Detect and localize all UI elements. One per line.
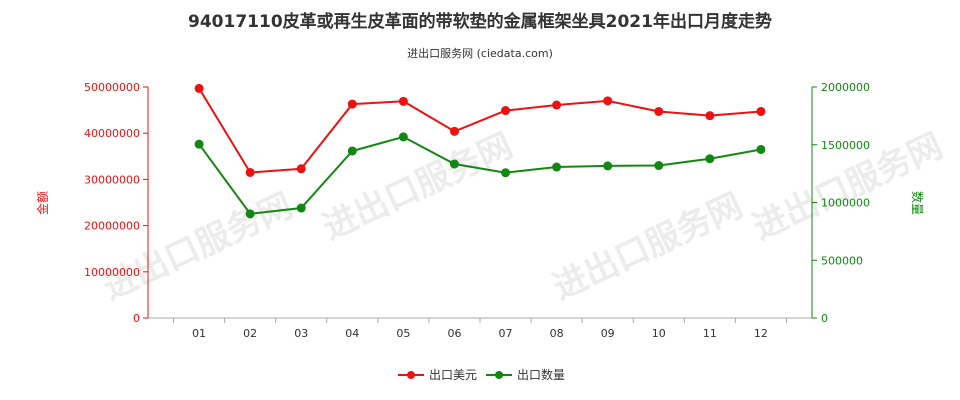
- data-point-quantity: [398, 132, 408, 142]
- x-tick-label: 03: [294, 327, 308, 340]
- data-point-quantity: [603, 161, 613, 171]
- data-point-amount: [603, 96, 613, 106]
- data-point-amount: [501, 106, 511, 116]
- y-tick-label-right: 500000: [821, 254, 863, 267]
- data-point-amount: [756, 106, 766, 116]
- data-point-amount: [347, 99, 357, 109]
- y-tick-label-left: 50000000: [84, 81, 140, 94]
- data-point-amount: [245, 167, 255, 177]
- y-tick-label-left: 0: [133, 312, 140, 325]
- y-tick-label-left: 20000000: [84, 220, 140, 233]
- data-point-quantity: [705, 154, 715, 164]
- x-tick-label: 05: [396, 327, 410, 340]
- data-point-quantity: [296, 203, 306, 213]
- x-tick-label: 07: [499, 327, 513, 340]
- x-tick-label: 02: [243, 327, 257, 340]
- series-line-amount: [198, 87, 761, 174]
- data-point-amount: [296, 164, 306, 174]
- y-tick-label-right: 1000000: [821, 197, 870, 210]
- legend-swatch-marker: [495, 371, 503, 379]
- y-tick-label-right: 2000000: [821, 81, 870, 94]
- data-point-amount: [194, 83, 204, 93]
- data-point-quantity: [654, 161, 664, 171]
- x-tick-label: 08: [550, 327, 564, 340]
- data-point-quantity: [449, 159, 459, 169]
- y-axis-right-title: 数量: [910, 191, 925, 215]
- watermark-text: 进出口服务网: [547, 186, 749, 308]
- y-tick-label-left: 40000000: [84, 127, 140, 140]
- x-tick-label: 01: [192, 327, 206, 340]
- series-lines: [198, 87, 762, 215]
- axes: 0100000002000000030000000400000005000000…: [84, 81, 870, 340]
- data-point-quantity: [501, 168, 511, 178]
- y-tick-label-left: 30000000: [84, 173, 140, 186]
- y-tick-label-right: 0: [821, 312, 828, 325]
- data-point-quantity: [245, 209, 255, 219]
- legend-label: 出口数量: [517, 367, 565, 382]
- data-point-amount: [552, 100, 562, 110]
- data-point-amount: [705, 111, 715, 121]
- x-tick-label: 04: [345, 327, 359, 340]
- x-tick-label: 09: [601, 327, 615, 340]
- x-tick-label: 10: [652, 327, 666, 340]
- y-tick-label-right: 1500000: [821, 139, 870, 152]
- x-tick-label: 12: [754, 327, 768, 340]
- data-point-quantity: [756, 144, 766, 154]
- x-tick-label: 11: [703, 327, 717, 340]
- series-line-quantity: [198, 135, 762, 215]
- legend-label: 出口美元: [429, 368, 477, 382]
- data-point-quantity: [347, 146, 357, 156]
- y-axis-left-title: 金额: [35, 191, 50, 215]
- series-points: [194, 83, 766, 219]
- legend-swatch-marker: [407, 371, 415, 379]
- data-point-amount: [398, 96, 408, 106]
- data-point-amount: [654, 106, 664, 116]
- x-tick-label: 06: [447, 327, 461, 340]
- data-point-quantity: [552, 162, 562, 172]
- watermark-text: 进出口服务网: [97, 186, 299, 308]
- legend: 出口美元 出口数量: [398, 367, 565, 382]
- data-point-amount: [449, 126, 459, 136]
- data-point-quantity: [194, 139, 204, 149]
- chart-title: 94017110皮革或再生皮革面的带软垫的金属框架坐具2021年出口月度走势: [188, 11, 772, 32]
- chart-subtitle: 进出口服务网 (ciedata.com): [407, 46, 553, 60]
- y-tick-label-left: 10000000: [84, 266, 140, 279]
